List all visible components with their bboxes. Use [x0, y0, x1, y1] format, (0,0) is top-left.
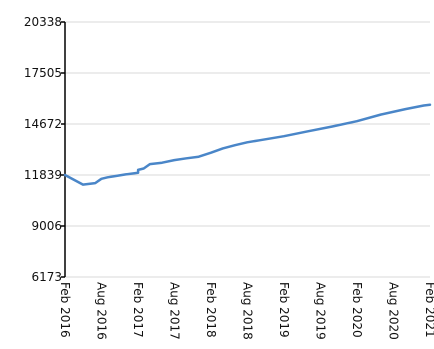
x-tick-label: Feb 2018: [204, 282, 218, 338]
x-tick-label: Feb 2016: [58, 282, 72, 338]
y-tick-label: 9006: [31, 219, 62, 233]
x-tick-label: Aug 2020: [387, 282, 401, 340]
x-tick-label: Aug 2017: [168, 282, 182, 340]
y-tick-label: 20338: [24, 15, 62, 29]
x-tick-label: Feb 2020: [350, 282, 364, 338]
series-line: [63, 103, 432, 186]
y-tick-label: 11839: [24, 168, 62, 182]
y-axis-ticks: 20338 17505 14672 11839 9006 6173: [24, 15, 65, 284]
gridlines: [65, 21, 430, 278]
y-tick-label: 14672: [24, 117, 62, 131]
y-tick-label: 17505: [24, 66, 62, 80]
x-tick-label: Feb 2021: [423, 282, 434, 338]
x-tick-label: Feb 2017: [131, 282, 145, 338]
x-axis-ticks: Feb 2016 Aug 2016 Feb 2017 Aug 2017 Feb 2018…: [58, 282, 434, 340]
y-tick-label: 6173: [31, 270, 62, 284]
x-tick-label: Aug 2018: [241, 282, 255, 340]
series-layer: [63, 103, 432, 186]
x-tick-label: Aug 2019: [314, 282, 328, 340]
x-tick-label: Feb 2019: [277, 282, 291, 338]
x-tick-label: Aug 2016: [95, 282, 109, 340]
